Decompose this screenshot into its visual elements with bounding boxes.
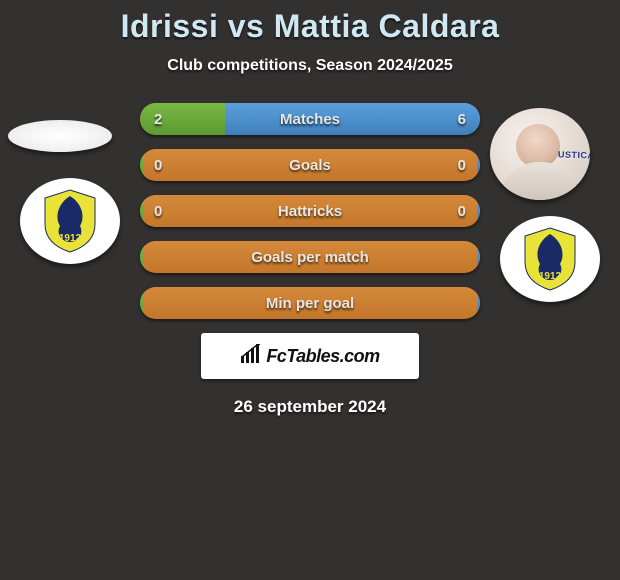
player-left-avatar — [8, 120, 112, 152]
stats-list: 26Matches 00Goals 00Hattricks Goals per mat… — [140, 103, 480, 319]
stat-label: Min per goal — [140, 287, 480, 319]
chart-icon — [240, 344, 262, 369]
stat-row: 26Matches — [140, 103, 480, 135]
stat-label: Goals — [140, 149, 480, 181]
svg-text:1912: 1912 — [59, 233, 82, 244]
stat-row: 00Hattricks — [140, 195, 480, 227]
svg-text:1912: 1912 — [539, 271, 562, 282]
fctables-label: FcTables.com — [266, 346, 379, 367]
stat-row: 00Goals — [140, 149, 480, 181]
stat-label: Goals per match — [140, 241, 480, 273]
page-title: Idrissi vs Mattia Caldara — [0, 8, 620, 45]
stat-label: Matches — [140, 103, 480, 135]
player-right-avatar: USTICA — [490, 108, 590, 200]
club-crest-icon: 1912 — [35, 186, 105, 256]
stat-label: Hattricks — [140, 195, 480, 227]
club-crest-icon: 1912 — [515, 224, 585, 294]
avatar-overlay-text: USTICA — [557, 149, 590, 160]
fctables-watermark[interactable]: FcTables.com — [201, 333, 419, 379]
player-right-club-badge: 1912 — [500, 216, 600, 302]
snapshot-date: 26 september 2024 — [0, 397, 620, 417]
season-subtitle: Club competitions, Season 2024/2025 — [0, 57, 620, 75]
stat-row: Min per goal — [140, 287, 480, 319]
player-left-club-badge: 1912 — [20, 178, 120, 264]
stat-row: Goals per match — [140, 241, 480, 273]
